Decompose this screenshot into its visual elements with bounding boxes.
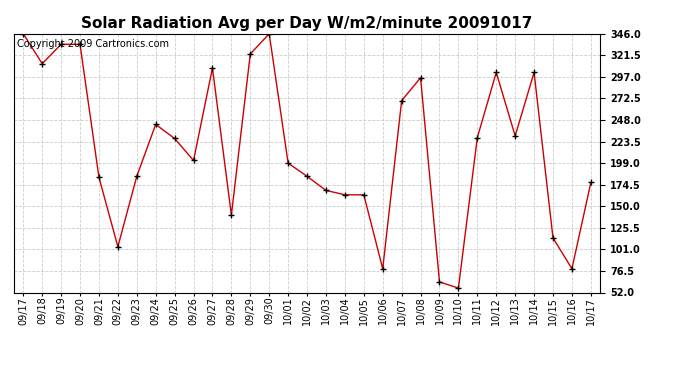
Title: Solar Radiation Avg per Day W/m2/minute 20091017: Solar Radiation Avg per Day W/m2/minute … <box>81 16 533 31</box>
Text: Copyright 2009 Cartronics.com: Copyright 2009 Cartronics.com <box>17 39 169 49</box>
